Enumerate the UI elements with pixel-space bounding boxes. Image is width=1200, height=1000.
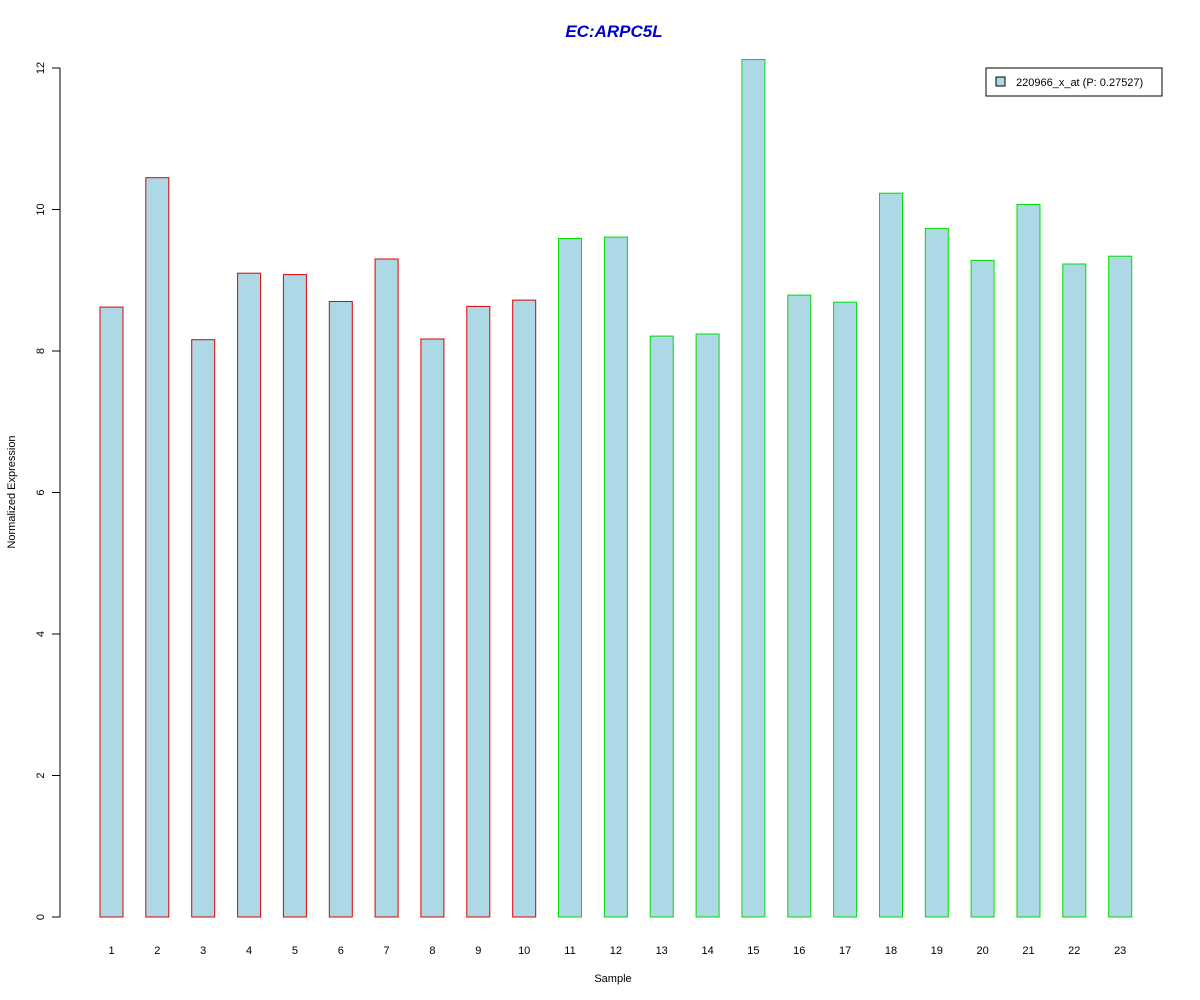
y-tick-label: 6 (35, 489, 47, 495)
legend-swatch (995, 76, 1006, 87)
bar-sample-17 (833, 301, 858, 918)
x-axis-label: Sample (594, 973, 631, 985)
x-tick-label: 6 (338, 945, 344, 957)
x-tick-label: 11 (564, 945, 575, 957)
y-tick-label: 0 (35, 914, 47, 920)
x-tick-label: 14 (701, 945, 713, 957)
bar-sample-21 (1016, 204, 1041, 918)
bar-sample-19 (924, 228, 949, 918)
x-tick-label: 5 (292, 945, 298, 957)
bar-sample-14 (695, 333, 720, 918)
x-tick-label: 23 (1114, 945, 1126, 957)
bar-sample-20 (970, 259, 995, 918)
x-tick-label: 19 (931, 945, 943, 957)
x-tick-label: 17 (839, 945, 851, 957)
x-tick-label: 13 (656, 945, 668, 957)
bar-sample-1 (99, 306, 124, 918)
x-tick-label: 12 (610, 945, 622, 957)
y-tick-label: 4 (35, 631, 47, 637)
x-tick-label: 9 (475, 945, 481, 957)
legend-label: 220966_x_at (P: 0.27527) (1016, 77, 1143, 89)
x-tick-labels: 1 2 3 4 5 6 7 8 9 10 11 12 13 14 15 16 17 18 19 20 21 22 23 (108, 945, 1126, 957)
bar-sample-6 (328, 301, 353, 918)
y-tick-label: 2 (35, 772, 47, 778)
x-tick-label: 3 (200, 945, 206, 957)
y-tick-label: 10 (35, 203, 47, 215)
y-axis: 0 2 4 6 8 10 12 (35, 62, 61, 920)
x-tick-label: 7 (384, 945, 390, 957)
x-tick-label: 4 (246, 945, 252, 957)
bar-sample-18 (879, 192, 903, 918)
bar-sample-4 (237, 272, 262, 918)
bar-sample-15 (741, 59, 766, 918)
x-tick-label: 1 (108, 945, 114, 957)
legend-box (985, 67, 1163, 97)
chart-title: EC:ARPC5L (565, 22, 662, 41)
bars-group (99, 59, 1133, 918)
bar-sample-23 (1108, 255, 1133, 918)
bar-sample-8 (420, 338, 445, 918)
bar-sample-12 (603, 236, 628, 918)
x-tick-label: 8 (429, 945, 435, 957)
bar-sample-7 (374, 258, 399, 918)
bar-sample-13 (649, 335, 674, 918)
x-tick-label: 22 (1068, 945, 1080, 957)
y-tick-label: 12 (35, 62, 47, 74)
x-tick-label: 10 (518, 945, 530, 957)
bar-sample-9 (466, 305, 491, 918)
bar-sample-11 (558, 238, 582, 918)
bar-sample-22 (1062, 263, 1087, 918)
y-tick-label: 8 (35, 348, 47, 354)
bar-sample-16 (787, 294, 812, 918)
x-tick-label: 20 (976, 945, 988, 957)
x-tick-label: 21 (1022, 945, 1034, 957)
bar-sample-10 (512, 299, 537, 918)
x-tick-label: 2 (154, 945, 160, 957)
y-axis-label: Normalized Expression (6, 435, 18, 548)
x-tick-label: 16 (793, 945, 805, 957)
legend: 220966_x_at (P: 0.27527) (985, 67, 1163, 97)
bar-sample-3 (191, 339, 216, 918)
x-tick-label: 18 (885, 945, 897, 957)
bar-sample-5 (282, 274, 307, 918)
bar-sample-2 (145, 177, 170, 918)
x-tick-label: 15 (747, 945, 759, 957)
